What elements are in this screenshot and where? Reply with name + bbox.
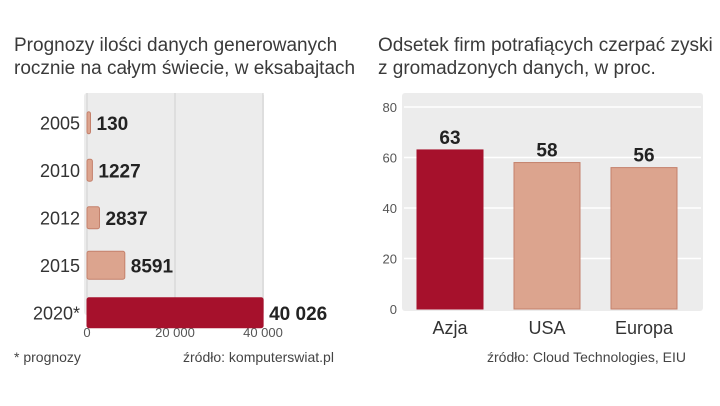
right-source-note: źródło: Cloud Technologies, EIU — [487, 349, 686, 365]
left-chart-title: Prognozy ilości danych generowanych rocz… — [14, 34, 355, 80]
value-label-usa: 58 — [536, 141, 557, 162]
y-tick-label-60: 60 — [383, 151, 397, 166]
left-bar-chart: 0 20 000 40 000 2005 130 2010 1227 2012 2837 2015… — [33, 93, 327, 340]
y-tick-label-20: 20 — [383, 252, 397, 267]
y-tick-label-40: 40 — [383, 201, 397, 216]
right-chart-title: Odsetek firm potrafiących czerpać zyski … — [378, 34, 713, 80]
y-tick-label-0: 0 — [390, 302, 397, 317]
bar-2020 — [86, 297, 264, 329]
value-label-2020: 40 026 — [269, 304, 327, 325]
value-label-2005: 130 — [97, 114, 129, 135]
value-label-europa: 56 — [633, 146, 654, 167]
y-category-label-2012: 2012 — [40, 208, 80, 228]
y-category-label-2010: 2010 — [40, 161, 80, 181]
bar-2012 — [86, 206, 100, 230]
value-label-2012: 2837 — [105, 209, 147, 230]
y-category-label-2015: 2015 — [40, 256, 80, 276]
y-category-label-2005: 2005 — [40, 113, 80, 133]
left-plot-background — [84, 93, 264, 315]
bar-2015 — [86, 250, 126, 280]
right-bar-chart: 0 20 40 60 80 63 Azja 58 USA 56 Europa — [383, 93, 703, 338]
bar-azja — [416, 149, 484, 310]
value-label-2010: 1227 — [98, 161, 140, 182]
bar-2005 — [86, 111, 91, 135]
bar-2010 — [86, 158, 93, 182]
left-chart-title-line-1: Prognozy ilości danych generowanych — [14, 35, 338, 56]
y-category-label-2020: 2020* — [33, 303, 80, 323]
x-tick-label-0: 0 — [83, 325, 90, 340]
x-category-label-europa: Europa — [615, 318, 674, 338]
value-label-2015: 8591 — [131, 256, 174, 277]
x-category-label-usa: USA — [528, 318, 565, 338]
right-chart-title-line-2: z gromadzonych danych, w proc. — [378, 58, 656, 79]
bar-europa — [610, 167, 678, 310]
y-tick-label-80: 80 — [383, 100, 397, 115]
right-chart-title-line-1: Odsetek firm potrafiących czerpać zyski — [378, 35, 713, 56]
x-tick-label-40-000: 40 000 — [243, 325, 283, 340]
left-chart-title-line-2: rocznie na całym świecie, w eksabajtach — [14, 58, 356, 79]
x-tick-label-20-000: 20 000 — [155, 325, 195, 340]
left-source-note: źródło: komputerswiat.pl — [183, 349, 334, 365]
forecast-footnote: * prognozy — [14, 349, 81, 365]
value-label-azja: 63 — [439, 128, 460, 149]
bar-usa — [513, 162, 581, 310]
x-category-label-azja: Azja — [432, 318, 468, 338]
